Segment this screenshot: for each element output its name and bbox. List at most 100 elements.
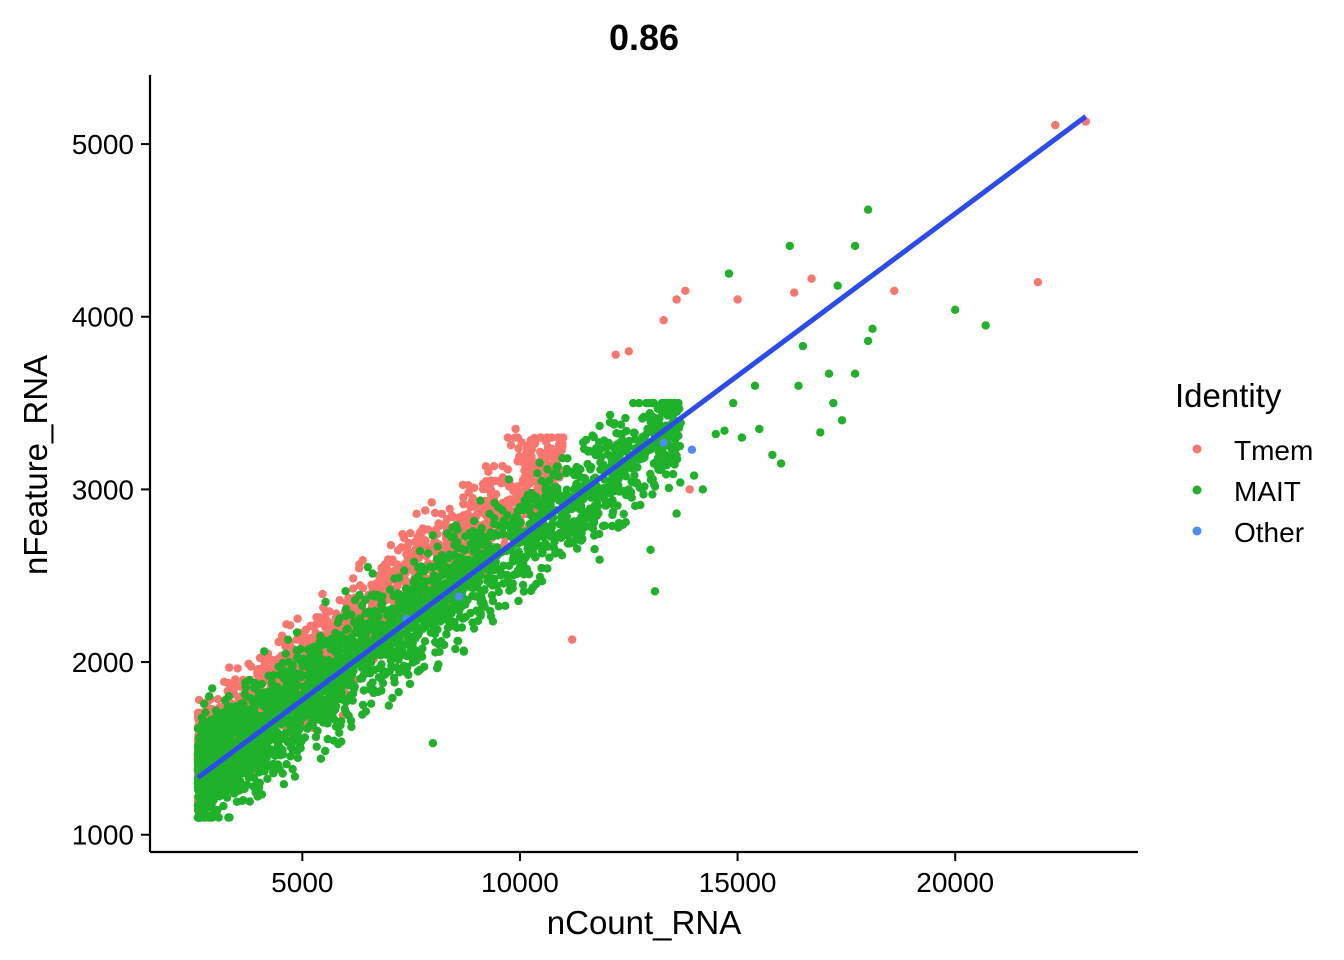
data-point-mait	[369, 590, 379, 599]
data-point-mait	[208, 813, 217, 822]
data-point-mait	[617, 443, 626, 452]
data-point-mait	[662, 461, 671, 470]
data-point-mait	[340, 704, 349, 713]
data-point-tmem	[624, 347, 633, 356]
data-point-mait	[605, 418, 615, 427]
data-point-mait	[394, 573, 404, 582]
data-point-mait	[638, 414, 647, 423]
data-point-mait	[600, 488, 610, 497]
x-tick-label: 15000	[699, 867, 777, 898]
data-point-mait	[655, 447, 664, 457]
data-point-tmem	[790, 288, 799, 297]
data-point-tmem	[506, 441, 516, 450]
data-point-mait	[339, 635, 348, 645]
data-point-tmem	[554, 433, 563, 442]
data-point-mait	[288, 661, 297, 670]
data-point-tmem	[412, 509, 421, 518]
data-point-mait	[576, 465, 585, 474]
data-point-tmem	[527, 445, 537, 454]
data-point-mait	[239, 755, 248, 764]
data-point-mait	[232, 797, 242, 806]
data-point-mait	[499, 529, 508, 539]
data-point-mait	[555, 519, 564, 529]
data-point-tmem	[441, 540, 450, 549]
data-point-mait	[364, 667, 373, 676]
data-point-mait	[509, 557, 518, 566]
legend: Identity Tmem MAIT Other	[1175, 377, 1313, 548]
data-point-mait	[526, 586, 536, 596]
data-point-mait	[257, 758, 267, 767]
legend-key-tmem	[1192, 444, 1202, 454]
data-point-mait	[377, 620, 386, 629]
data-point-mait	[400, 566, 409, 575]
data-point-mait	[614, 523, 623, 532]
data-point-mait	[824, 369, 834, 378]
data-point-mait	[490, 498, 499, 507]
data-point-mait	[285, 681, 294, 690]
data-point-mait	[579, 438, 588, 447]
data-point-mait	[590, 545, 599, 554]
data-point-mait	[492, 581, 502, 590]
data-point-tmem	[300, 631, 309, 640]
data-point-mait	[698, 485, 707, 494]
data-point-mait	[306, 698, 315, 707]
data-point-mait	[471, 582, 480, 591]
data-point-tmem	[292, 635, 301, 644]
data-point-tmem	[484, 467, 493, 476]
data-point-mait	[461, 532, 470, 541]
data-point-mait	[415, 546, 425, 556]
data-point-mait	[267, 749, 276, 758]
data-point-mait	[437, 551, 446, 560]
data-point-mait	[474, 550, 483, 559]
data-point-mait	[388, 653, 398, 662]
data-point-mait	[217, 771, 226, 780]
data-point-mait	[235, 728, 244, 738]
data-point-mait	[829, 398, 838, 408]
data-point-mait	[516, 562, 525, 571]
data-point-mait	[621, 472, 631, 481]
data-point-mait	[602, 443, 611, 452]
legend-label-other: Other	[1234, 517, 1304, 548]
data-point-mait	[657, 407, 667, 417]
data-point-mait	[292, 653, 302, 663]
data-point-mait	[514, 596, 523, 606]
data-point-mait	[650, 413, 659, 423]
data-point-mait	[263, 774, 272, 783]
data-point-mait	[506, 527, 516, 536]
data-point-tmem	[224, 678, 233, 688]
data-point-mait	[578, 534, 587, 544]
chart-title: 0.86	[609, 17, 679, 58]
data-point-mait	[588, 515, 597, 524]
data-point-mait	[485, 578, 495, 588]
data-point-mait	[850, 369, 860, 378]
data-point-mait	[286, 752, 295, 761]
data-point-mait	[377, 686, 386, 695]
data-point-tmem	[685, 485, 694, 494]
data-point-tmem	[1033, 278, 1043, 287]
data-point-mait	[320, 686, 329, 696]
data-point-mait	[390, 678, 399, 687]
data-point-mait	[720, 426, 729, 435]
data-point-mait	[599, 460, 608, 469]
data-point-mait	[279, 780, 289, 789]
data-point-tmem	[459, 493, 468, 502]
data-point-mait	[669, 426, 678, 436]
data-point-mait	[365, 685, 375, 694]
y-tick-label: 4000	[72, 302, 134, 333]
data-point-tmem	[358, 583, 368, 593]
data-point-mait	[488, 617, 498, 626]
data-point-mait	[561, 515, 570, 524]
data-point-tmem	[375, 573, 384, 582]
x-axis-label: nCount_RNA	[547, 904, 741, 941]
data-point-mait	[492, 543, 502, 552]
data-point-mait	[328, 710, 337, 719]
data-point-mait	[209, 750, 219, 759]
data-point-mait	[538, 548, 547, 557]
data-point-mait	[409, 557, 419, 566]
data-point-mait	[419, 620, 429, 630]
data-point-mait	[290, 772, 300, 781]
data-point-other	[659, 438, 668, 447]
data-point-tmem	[466, 503, 475, 512]
data-point-mait	[273, 739, 282, 748]
data-point-mait	[459, 646, 468, 655]
